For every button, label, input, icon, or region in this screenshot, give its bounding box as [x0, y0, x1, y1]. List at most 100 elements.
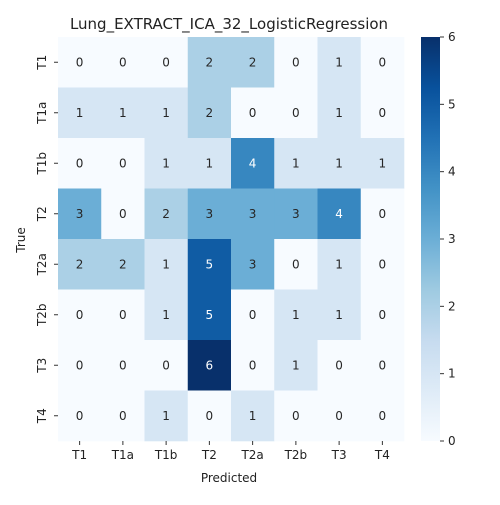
heatmap-cell	[101, 87, 145, 139]
heatmap-cell	[144, 188, 189, 240]
heatmap-cell	[360, 340, 405, 391]
cell-value-label: 1	[162, 156, 170, 170]
cell-value-label: 3	[292, 207, 300, 221]
y-axis-ticks: T1 T1a T1b T2 T2a T2b T3 T4	[35, 55, 58, 424]
colorbar-tick-label: 6	[448, 30, 456, 44]
cell-value-label: 1	[76, 106, 84, 120]
cell-value-label: 0	[249, 106, 257, 120]
heatmap-cell	[360, 87, 405, 139]
heatmap-cell	[317, 37, 362, 88]
cell-value-label: 1	[249, 409, 257, 423]
y-tick-label: T4	[35, 408, 49, 424]
cell-value-label: 0	[119, 207, 127, 221]
colorbar-ticks: 0 1 2 3 4 5 6	[440, 30, 456, 448]
heatmap-cell	[58, 239, 102, 290]
cell-value-label: 4	[249, 156, 257, 170]
heatmap-cell	[274, 188, 318, 240]
cell-value-label: 1	[162, 308, 170, 322]
heatmap-cell	[231, 87, 275, 139]
heatmap-cell	[274, 239, 318, 290]
cell-value-label: 4	[335, 207, 343, 221]
y-tick-label: T2a	[35, 253, 49, 276]
heatmap-cell	[187, 188, 232, 240]
cell-value-label: 0	[76, 55, 84, 69]
y-axis-label: True	[14, 227, 28, 254]
heatmap-cell	[360, 188, 405, 240]
colorbar-tick-label: 1	[448, 367, 456, 381]
y-tick-label: T2	[35, 206, 49, 222]
cell-value-label: 0	[119, 55, 127, 69]
y-tick-label: T3	[35, 358, 49, 374]
heatmap-cell	[58, 188, 102, 240]
heatmap-cell	[274, 87, 318, 139]
heatmap-cell	[317, 138, 362, 189]
heatmap-cell	[231, 289, 275, 341]
cell-value-label: 2	[206, 106, 214, 120]
colorbar-tick-label: 2	[448, 299, 456, 313]
cell-value-label: 5	[206, 257, 214, 271]
cell-value-label: 0	[76, 358, 84, 372]
cell-value-label: 1	[379, 156, 387, 170]
cell-value-label: 0	[76, 308, 84, 322]
heatmap-cell-labels: 0 0 0 2 2 0 1 0 1 1 1 2 0 0 1 0 0 0 1 1 4 1 1 1 3 0 2 3 3 3 4 0 2 2 1 5 3 0 1 0…	[76, 55, 386, 423]
cell-value-label: 0	[335, 358, 343, 372]
heatmap-cell	[187, 138, 232, 189]
heatmap-cell	[274, 390, 318, 442]
heatmap-cell	[101, 37, 145, 88]
heatmap-cell	[317, 188, 362, 240]
colorbar-tick-label: 5	[448, 97, 456, 111]
cell-value-label: 0	[379, 257, 387, 271]
heatmap-cell	[58, 390, 102, 442]
heatmap-cell	[187, 390, 232, 442]
x-axis-label: Predicted	[201, 471, 257, 485]
x-tick-label: T2	[201, 448, 217, 462]
colorbar	[421, 37, 440, 441]
cell-value-label: 0	[379, 409, 387, 423]
heatmap-cell	[144, 138, 189, 189]
cell-value-label: 0	[119, 358, 127, 372]
heatmap-cell	[187, 87, 232, 139]
cell-value-label: 0	[162, 358, 170, 372]
heatmap-cell	[144, 37, 189, 88]
heatmap-cell	[231, 188, 275, 240]
heatmap-cell	[317, 87, 362, 139]
heatmap-cell	[360, 390, 405, 442]
heatmap-cell	[274, 340, 318, 391]
cell-value-label: 0	[379, 358, 387, 372]
cell-value-label: 0	[379, 55, 387, 69]
cell-value-label: 1	[162, 409, 170, 423]
cell-value-label: 0	[379, 106, 387, 120]
heatmap-cell	[231, 340, 275, 391]
y-tick-label: T1	[35, 55, 49, 71]
cell-value-label: 0	[379, 308, 387, 322]
cell-value-label: 0	[76, 409, 84, 423]
colorbar-tick-label: 4	[448, 165, 456, 179]
y-tick-label: T1b	[35, 152, 49, 176]
cell-value-label: 1	[335, 55, 343, 69]
heatmap-cell	[317, 340, 362, 391]
cell-value-label: 0	[292, 257, 300, 271]
cell-value-label: 0	[206, 409, 214, 423]
heatmap-cell	[58, 37, 102, 88]
cell-value-label: 2	[249, 55, 257, 69]
cell-value-label: 0	[119, 156, 127, 170]
cell-value-label: 0	[292, 409, 300, 423]
heatmap-cell	[360, 37, 405, 88]
cell-value-label: 1	[335, 257, 343, 271]
heatmap-cell	[231, 390, 275, 442]
heatmap-cell	[274, 138, 318, 189]
x-tick-label: T2b	[284, 448, 308, 462]
colorbar-tick-label: 3	[448, 232, 456, 246]
cell-value-label: 2	[206, 55, 214, 69]
heatmap-cell	[317, 239, 362, 290]
cell-value-label: 1	[335, 106, 343, 120]
heatmap-cell	[187, 289, 232, 341]
heatmap-cell	[187, 239, 232, 290]
heatmap-cell	[231, 138, 275, 189]
cell-value-label: 2	[119, 257, 127, 271]
heatmap-cell	[144, 239, 189, 290]
x-axis-ticks: T1 T1a T1b T2 T2a T2b T3 T4	[71, 441, 390, 462]
cell-value-label: 0	[249, 358, 257, 372]
heatmap-cell	[101, 289, 145, 341]
